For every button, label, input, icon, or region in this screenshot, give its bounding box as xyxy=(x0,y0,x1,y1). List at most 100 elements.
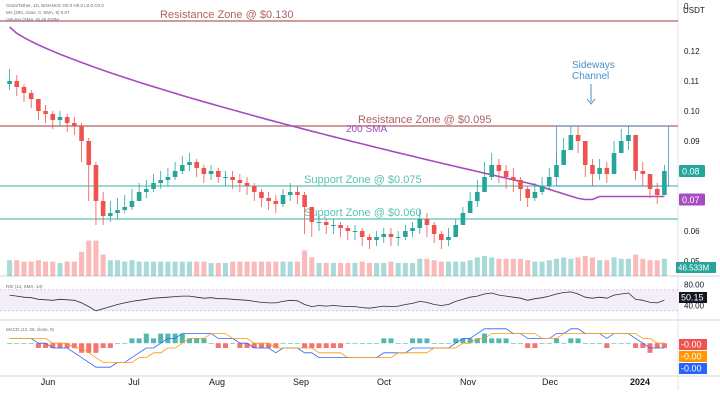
volume-bar xyxy=(201,261,207,276)
macd-histogram-bar xyxy=(575,338,581,344)
rsi-legend: RSI (14, SMA, 14) xyxy=(6,284,43,289)
last-price-badge-bg xyxy=(679,165,705,177)
volume-bar xyxy=(172,261,178,276)
volume-bar xyxy=(352,263,358,276)
volume-bar xyxy=(14,260,20,276)
resistance-label: Resistance Zone @ $0.130 xyxy=(160,9,293,21)
macd-histogram-bar xyxy=(381,338,387,344)
macd-badge-bg xyxy=(679,339,707,350)
macd-histogram-bar xyxy=(14,343,20,344)
candle-body xyxy=(489,165,495,177)
macd-histogram-bar xyxy=(136,338,142,344)
time-axis-label: Jul xyxy=(128,377,140,387)
macd-histogram-bar xyxy=(539,343,545,344)
volume-bar xyxy=(194,261,200,276)
price-tick-label: 0 xyxy=(684,2,689,11)
volume-bar xyxy=(553,258,559,276)
volume-bar xyxy=(186,261,193,276)
candle-body xyxy=(525,189,530,198)
support-label: Support Zone @ $0.060 xyxy=(304,207,422,219)
volume-bar xyxy=(302,250,308,276)
candle-body xyxy=(403,231,408,237)
volume-bar xyxy=(143,261,149,276)
volume-bar xyxy=(582,256,588,276)
candle-body xyxy=(151,183,156,189)
macd-histogram-bar xyxy=(287,343,293,344)
macd-histogram-bar xyxy=(338,343,344,348)
candle-body xyxy=(618,141,624,153)
ma-legend: MA (200, close, 0, SMA, 9) 0.07 xyxy=(6,10,70,15)
volume-badge-bg xyxy=(676,262,716,273)
macd-histogram-bar xyxy=(280,343,286,344)
volume-bar xyxy=(316,263,322,276)
volume-bar xyxy=(251,261,257,276)
volume-bar xyxy=(532,261,538,276)
macd-histogram-bar xyxy=(640,343,646,348)
volume-bar xyxy=(237,261,243,276)
candle-body xyxy=(64,117,70,123)
macd-histogram-bar xyxy=(654,343,660,348)
volume-bar xyxy=(402,263,408,276)
macd-histogram-bar xyxy=(237,343,243,348)
candle-body xyxy=(539,186,545,192)
rsi-band xyxy=(0,289,678,311)
volume-badge: 46.533M xyxy=(678,264,709,273)
macd-value-badge: -0.00 xyxy=(681,364,702,374)
candle-body xyxy=(21,87,27,93)
candle-body xyxy=(590,165,595,174)
volume-bar xyxy=(633,254,639,276)
macd-histogram-bar xyxy=(553,338,559,344)
volume-bar xyxy=(309,257,315,276)
macd-histogram-bar xyxy=(366,343,372,344)
volume-bar xyxy=(575,257,581,276)
volume-bar xyxy=(395,263,401,276)
macd-histogram-bar xyxy=(330,343,336,348)
macd-histogram-bar xyxy=(410,338,416,344)
volume-bar xyxy=(86,240,92,276)
candle-body xyxy=(244,183,250,186)
candle-body xyxy=(302,195,307,207)
volume-bar xyxy=(93,240,99,276)
volume-bar xyxy=(561,257,567,276)
candle-body xyxy=(510,177,516,180)
macd-histogram-bar xyxy=(633,343,639,348)
volume-bar xyxy=(539,261,545,276)
sma-200-line xyxy=(9,26,665,201)
candle-body xyxy=(79,126,84,141)
volume-bar xyxy=(129,260,135,276)
macd-histogram-bar xyxy=(359,343,365,344)
macd-histogram-bar xyxy=(438,343,444,344)
macd-histogram-bar xyxy=(625,343,631,344)
price-tick-label: 0.12 xyxy=(684,47,700,56)
channel-label-line1: Sideways xyxy=(572,60,615,71)
macd-histogram-bar xyxy=(589,343,595,344)
macd-histogram-bar xyxy=(100,343,106,348)
macd-histogram-bar xyxy=(71,343,77,348)
volume-bar xyxy=(107,260,113,276)
macd-histogram-bar xyxy=(431,343,437,344)
volume-bar xyxy=(597,260,603,276)
macd-histogram-bar xyxy=(107,343,113,348)
volume-bar xyxy=(489,257,495,276)
candle-body xyxy=(201,168,207,174)
macd-histogram-bar xyxy=(208,343,214,344)
candle-body xyxy=(7,81,12,84)
macd-histogram-bar xyxy=(251,343,257,348)
candle-body xyxy=(503,171,509,177)
candle-body xyxy=(36,99,41,111)
time-axis-label: Aug xyxy=(209,377,225,387)
volume-bar xyxy=(158,261,164,276)
macd-histogram-bar xyxy=(194,338,200,344)
candle-body xyxy=(575,135,581,141)
volume-bar xyxy=(438,261,444,276)
volume-bar xyxy=(640,258,646,276)
macd-badge-bg xyxy=(679,363,707,374)
time-axis-label: Sep xyxy=(293,377,309,387)
volume-bar xyxy=(21,261,27,276)
macd-histogram-bar xyxy=(661,343,667,348)
candle-body xyxy=(410,228,415,231)
candle-body xyxy=(546,177,552,186)
candle-body xyxy=(280,195,286,204)
macd-histogram-bar xyxy=(611,343,617,344)
